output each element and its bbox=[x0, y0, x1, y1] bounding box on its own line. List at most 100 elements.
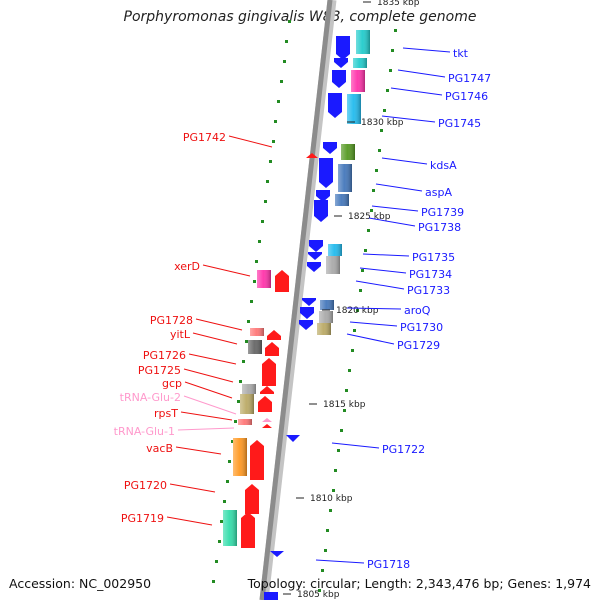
gene-label-reverse: PG1719 bbox=[121, 512, 164, 525]
forward-gene-arrow bbox=[314, 200, 328, 222]
gc-tick-left bbox=[237, 400, 240, 403]
gene-category-shade bbox=[223, 510, 237, 546]
gene-leader-line bbox=[188, 353, 237, 365]
forward-gene-arrow bbox=[319, 158, 333, 188]
gene-category-shade bbox=[248, 340, 262, 354]
forward-gene-arrow bbox=[332, 70, 346, 88]
gene-leader-line bbox=[390, 87, 443, 96]
gc-tick-left bbox=[242, 360, 245, 363]
forward-gene-arrow bbox=[336, 36, 350, 60]
scale-label: 1820 kbp bbox=[336, 306, 379, 316]
gene-label-reverse: PG1728 bbox=[150, 314, 193, 327]
gene-category-shade bbox=[351, 70, 365, 92]
gene-leader-line bbox=[183, 395, 237, 415]
gc-tick-left bbox=[231, 440, 234, 443]
scale-label: 1835 kbp bbox=[377, 0, 420, 8]
gc-tick-left bbox=[264, 200, 267, 203]
gene-label-forward: PG1745 bbox=[438, 117, 481, 130]
gene-leader-line bbox=[315, 559, 365, 564]
gc-tick-right bbox=[367, 229, 370, 232]
trna-label: tRNA-Glu-1 bbox=[114, 425, 175, 438]
gc-tick-left bbox=[283, 60, 286, 63]
gc-tick-right bbox=[353, 329, 356, 332]
gc-tick-right bbox=[364, 249, 367, 252]
gene-category-shade bbox=[240, 394, 254, 414]
genome-backbone bbox=[259, 0, 333, 600]
gc-tick-right bbox=[361, 269, 364, 272]
gene-leader-line bbox=[195, 318, 243, 331]
gene-category-shade bbox=[317, 323, 331, 335]
gc-tick-right bbox=[356, 309, 359, 312]
gc-tick-right bbox=[383, 109, 386, 112]
gene-leader-line bbox=[175, 446, 222, 455]
gene-category-shade bbox=[242, 384, 256, 394]
gc-tick-left bbox=[258, 240, 261, 243]
gc-tick-left bbox=[218, 540, 221, 543]
gc-tick-right bbox=[332, 489, 335, 492]
gene-label-forward: aspA bbox=[425, 186, 452, 199]
gene-label-reverse: PG1725 bbox=[138, 364, 181, 377]
gc-tick-left bbox=[239, 380, 242, 383]
gene-category-shade bbox=[347, 94, 361, 124]
gene-category-shade bbox=[319, 311, 333, 323]
gene-leader-line bbox=[371, 205, 419, 212]
gc-tick-right bbox=[380, 129, 383, 132]
gene-label-forward: PG1722 bbox=[382, 443, 425, 456]
gc-tick-right bbox=[345, 389, 348, 392]
reverse-gene-arrow bbox=[275, 270, 289, 292]
accession-label: Accession: NC_002950 bbox=[9, 576, 152, 591]
gc-tick-left bbox=[277, 100, 280, 103]
gc-tick-right bbox=[321, 569, 324, 572]
gc-tick-right bbox=[386, 89, 389, 92]
gc-tick-left bbox=[274, 120, 277, 123]
gc-tick-left bbox=[269, 160, 272, 163]
scale-label: 1830 kbp bbox=[361, 118, 404, 128]
forward-gene-marker bbox=[270, 551, 284, 557]
gc-tick-right bbox=[329, 509, 332, 512]
gene-leader-line bbox=[177, 427, 235, 431]
reverse-gene-arrow bbox=[245, 484, 259, 514]
reverse-gene-arrow bbox=[267, 330, 281, 340]
gc-tick-right bbox=[326, 529, 329, 532]
gene-leader-line bbox=[359, 267, 407, 274]
scale-label: 1805 kbp bbox=[297, 590, 340, 600]
gene-category-shade bbox=[328, 244, 342, 256]
gene-category-shade bbox=[320, 300, 334, 310]
gene-category-shade bbox=[326, 256, 340, 274]
gene-leader-line bbox=[375, 183, 423, 192]
gene-label-forward: PG1733 bbox=[407, 284, 450, 297]
gc-tick-right bbox=[378, 149, 381, 152]
gene-label-reverse: PG1726 bbox=[143, 349, 186, 362]
gene-leader-line bbox=[349, 321, 398, 327]
gene-label-reverse: xerD bbox=[174, 260, 200, 273]
gene-label-forward: PG1746 bbox=[445, 90, 488, 103]
gc-tick-left bbox=[255, 260, 258, 263]
gc-tick-left bbox=[234, 420, 237, 423]
gc-tick-left bbox=[245, 340, 248, 343]
gene-label-reverse: rpsT bbox=[154, 407, 178, 420]
gene-category-shade bbox=[353, 58, 367, 68]
gc-tick-right bbox=[334, 469, 337, 472]
gc-tick-right bbox=[348, 369, 351, 372]
forward-gene-arrow bbox=[302, 298, 316, 306]
gene-label-forward: PG1738 bbox=[418, 221, 461, 234]
reverse-gene-arrow bbox=[262, 358, 276, 386]
reverse-gene-arrow bbox=[258, 396, 272, 412]
gc-tick-right bbox=[359, 289, 362, 292]
gc-tick-right bbox=[337, 449, 340, 452]
gene-leader-line bbox=[346, 333, 395, 345]
forward-gene-arrow bbox=[316, 190, 330, 202]
gene-category-shade bbox=[233, 438, 247, 476]
gene-leader-line bbox=[362, 253, 410, 257]
gene-category-shade bbox=[238, 419, 252, 425]
gene-leader-line bbox=[228, 135, 273, 148]
gene-label-forward: tkt bbox=[453, 47, 469, 60]
gene-category-shade bbox=[335, 194, 349, 206]
gc-tick-left bbox=[223, 500, 226, 503]
gene-label-forward: PG1718 bbox=[367, 558, 410, 571]
gene-leader-line bbox=[192, 332, 238, 345]
scale-label: 1815 kbp bbox=[323, 400, 366, 410]
reverse-gene-marker bbox=[262, 424, 272, 428]
gene-label-reverse: vacB bbox=[146, 442, 173, 455]
